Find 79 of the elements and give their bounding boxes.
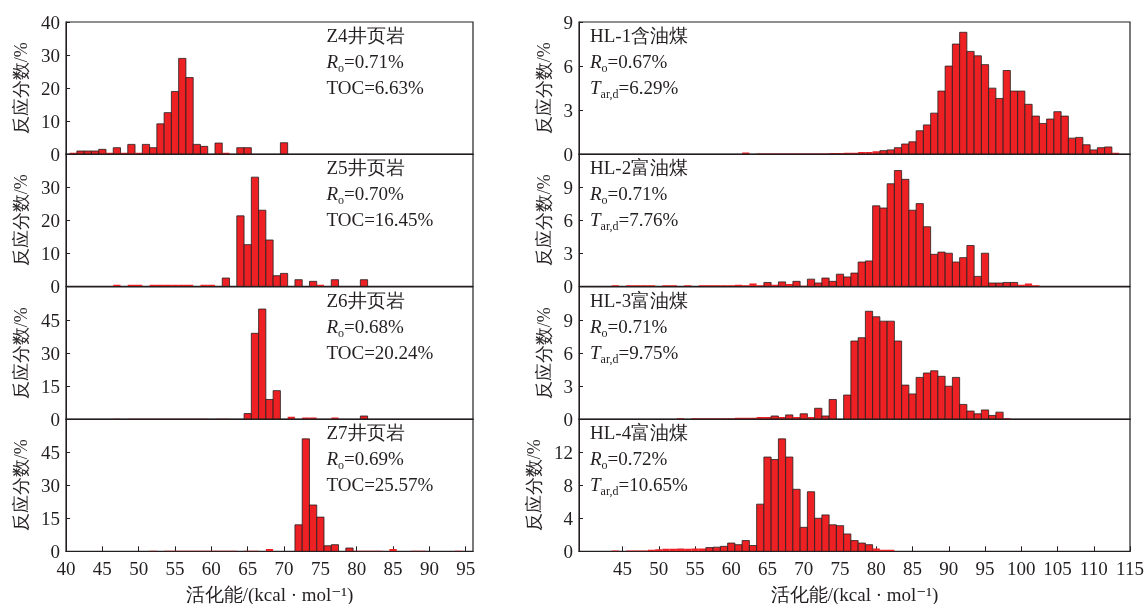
y-tick-label: 3 <box>563 375 573 397</box>
y-tick-label: 9 <box>563 176 573 198</box>
x-tick-label: 95 <box>975 558 995 580</box>
x-tick-label: 80 <box>866 558 886 580</box>
annotation: Z5井页岩 <box>326 157 405 179</box>
y-tick-label: 0 <box>563 408 573 430</box>
x-tick-label: 50 <box>129 558 149 580</box>
y-axis-title: 反应分数/% <box>533 42 554 135</box>
y-tick-label: 6 <box>563 55 573 77</box>
x-tick-label: 75 <box>310 558 330 580</box>
x-tick-label: 70 <box>274 558 294 580</box>
y-tick-label: 0 <box>50 276 60 298</box>
y-axis-title: 反应分数/% <box>524 439 545 532</box>
y-tick-label: 0 <box>563 143 573 165</box>
x-tick-label: 55 <box>165 558 185 580</box>
y-tick-label: 0 <box>50 408 60 430</box>
x-tick-label: 105 <box>1043 558 1072 580</box>
y-tick-label: 0 <box>50 143 60 165</box>
annotation: TOC=20.24% <box>326 341 434 363</box>
y-tick-label: 6 <box>563 209 573 231</box>
y-axis-title: 反应分数/% <box>533 306 554 399</box>
annotation: TOC=6.63% <box>326 77 425 98</box>
y-tick-label: 9 <box>563 309 573 331</box>
y-axis-title: 反应分数/% <box>533 174 554 267</box>
x-tick-label: 65 <box>238 558 258 580</box>
annotation: TOC=25.57% <box>326 473 434 495</box>
x-tick-label: 60 <box>721 558 741 580</box>
y-tick-label: 3 <box>563 99 573 121</box>
y-tick-label: 12 <box>554 441 573 463</box>
y-tick-label: 10 <box>41 110 60 132</box>
x-tick-label: 45 <box>613 558 632 580</box>
y-axis-title: 反应分数/% <box>11 306 32 399</box>
annotation: HL-3富油煤 <box>590 289 689 311</box>
y-axis-title: 反应分数/% <box>11 439 32 532</box>
y-tick-label: 30 <box>41 474 60 496</box>
y-tick-label: 15 <box>41 375 60 397</box>
annotation: HL-4富油煤 <box>590 421 689 443</box>
y-tick-label: 3 <box>563 243 573 265</box>
y-tick-label: 20 <box>41 77 60 99</box>
annotation: Z7井页岩 <box>326 421 405 443</box>
y-axis-title: 反应分数/% <box>11 174 32 267</box>
x-tick-label: 95 <box>456 558 476 580</box>
y-tick-label: 30 <box>41 342 60 364</box>
y-tick-label: 6 <box>563 342 573 364</box>
annotation: TOC=16.45% <box>326 209 434 231</box>
y-tick-label: 45 <box>41 309 60 331</box>
y-tick-label: 0 <box>563 540 573 562</box>
y-tick-label: 30 <box>41 44 60 66</box>
annotation: HL-2富油煤 <box>590 157 689 179</box>
x-tick-label: 60 <box>201 558 221 580</box>
y-tick-label: 20 <box>41 209 60 231</box>
annotation: Z4井页岩 <box>326 25 405 46</box>
x-tick-label: 100 <box>1007 558 1036 580</box>
x-tick-label: 85 <box>383 558 403 580</box>
y-tick-label: 40 <box>41 11 60 33</box>
y-tick-label: 0 <box>50 540 60 562</box>
x-tick-label: 115 <box>1116 558 1144 580</box>
x-tick-label: 45 <box>92 558 112 580</box>
y-tick-label: 8 <box>563 474 573 496</box>
x-tick-label: 90 <box>939 558 959 580</box>
x-tick-label: 90 <box>419 558 439 580</box>
y-tick-label: 9 <box>563 11 573 33</box>
y-tick-label: 30 <box>41 176 60 198</box>
y-tick-label: 4 <box>563 507 574 529</box>
x-tick-label: 85 <box>903 558 922 580</box>
x-tick-label: 50 <box>649 558 669 580</box>
y-tick-label: 45 <box>41 441 60 463</box>
annotation: Z6井页岩 <box>326 289 405 311</box>
y-axis-title: 反应分数/% <box>11 42 32 135</box>
x-tick-label: 75 <box>830 558 850 580</box>
x-tick-label: 70 <box>794 558 814 580</box>
x-tick-label: 55 <box>685 558 705 580</box>
y-tick-label: 0 <box>563 276 573 298</box>
x-tick-label: 80 <box>347 558 367 580</box>
x-tick-label: 65 <box>758 558 777 580</box>
x-tick-label: 110 <box>1079 558 1108 580</box>
annotation: HL-1含油煤 <box>590 25 689 46</box>
y-tick-label: 15 <box>41 507 60 529</box>
y-tick-label: 10 <box>41 243 60 265</box>
